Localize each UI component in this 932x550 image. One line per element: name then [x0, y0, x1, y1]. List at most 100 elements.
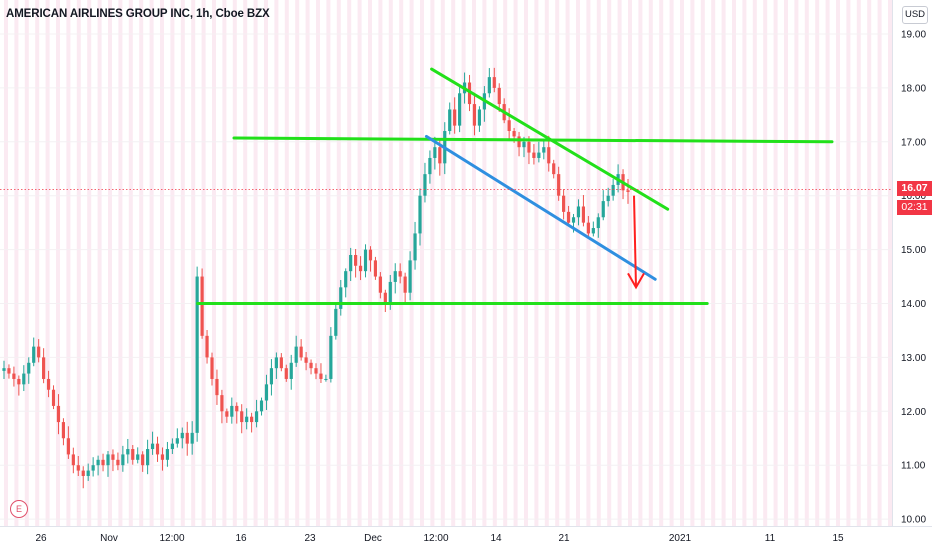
candle-body	[378, 276, 382, 293]
x-tick-label: 21	[558, 533, 570, 544]
candle-body	[487, 77, 491, 94]
y-axis-labels: 19.00 18.00 17.00 16.00 15.00 14.00 13.00 12.00…	[901, 30, 926, 526]
candle-body	[259, 400, 264, 412]
x-tick-label: 14	[490, 533, 502, 544]
chart-grid	[0, 0, 892, 526]
candle-body	[571, 217, 576, 223]
candle-body	[601, 201, 605, 218]
candle-body	[116, 459, 120, 466]
bar-countdown-tag: 02:31	[897, 200, 932, 215]
candle-body	[547, 147, 551, 164]
candle-body	[269, 368, 274, 385]
candle-body	[101, 459, 105, 466]
candle-body	[264, 384, 269, 401]
candle-body	[200, 276, 204, 336]
candle-body	[423, 174, 427, 196]
candle-body	[383, 292, 387, 304]
candle-body	[626, 190, 630, 192]
candle-body	[472, 104, 477, 126]
candle-body	[146, 449, 150, 466]
candle-body	[368, 249, 373, 261]
earnings-marker[interactable]: E	[10, 500, 28, 518]
candle-body	[458, 93, 462, 126]
candle-body	[557, 174, 561, 196]
x-tick-label: 16	[235, 533, 247, 544]
candle-body	[220, 395, 224, 412]
candle-body	[42, 357, 46, 379]
candle-body	[136, 454, 140, 460]
candle-body	[611, 184, 615, 196]
candle-body	[527, 141, 531, 153]
candle-body	[522, 141, 526, 148]
y-tick-label: 15.00	[901, 245, 926, 256]
candle-body	[81, 470, 85, 476]
candle-body	[358, 265, 363, 272]
x-tick-label: Nov	[100, 533, 118, 544]
candle-body	[448, 109, 452, 132]
candle-body	[250, 416, 254, 423]
last-price-tag: 16.07	[897, 181, 932, 196]
candle-body	[195, 276, 199, 433]
candle-body	[180, 432, 184, 439]
x-tick-label: 12:00	[423, 533, 448, 544]
candle-body	[324, 378, 328, 380]
candle-body	[294, 346, 298, 363]
candle-body	[225, 411, 229, 417]
candle-body	[12, 373, 16, 379]
candle-body	[76, 465, 80, 471]
candle-body	[46, 378, 51, 390]
candle-body	[349, 254, 353, 272]
resistance-line	[232, 136, 834, 144]
candle-body	[309, 362, 313, 369]
x-tick-label: Dec	[364, 533, 382, 544]
candle-body	[566, 211, 571, 223]
candle-body	[71, 454, 75, 466]
candle-body	[111, 454, 115, 460]
candle-body	[185, 432, 189, 444]
candle-body	[96, 459, 100, 466]
candle-body	[576, 206, 581, 218]
candle-body	[131, 449, 135, 460]
x-tick-label: 2021	[669, 533, 692, 544]
candle-body	[433, 147, 437, 158]
candle-body	[254, 411, 259, 423]
candle-body	[606, 195, 610, 202]
candle-body	[7, 368, 11, 374]
candle-body	[121, 454, 125, 466]
y-tick-label: 16.00	[901, 191, 926, 202]
x-tick-label: 11	[765, 533, 776, 544]
candle-body	[51, 389, 56, 406]
channel-lower-line	[424, 134, 657, 281]
candle-body	[279, 357, 283, 369]
candle-body	[373, 260, 378, 277]
candle-body	[492, 77, 496, 88]
candle-body	[477, 109, 482, 126]
candle-body	[319, 373, 323, 379]
candle-body	[398, 271, 402, 277]
down-arrow-shaft	[633, 195, 637, 288]
candle-body	[245, 416, 249, 423]
candle-body	[126, 449, 130, 455]
y-tick-label: 17.00	[901, 137, 926, 148]
candle-body	[453, 109, 457, 126]
candle-body	[552, 163, 556, 175]
y-tick-label: 12.00	[901, 407, 926, 418]
candle-body	[274, 357, 278, 369]
candle-body	[591, 228, 595, 234]
candle-body	[304, 357, 308, 363]
candle-body	[334, 308, 338, 336]
y-tick-label: 11.00	[901, 461, 926, 472]
candle-body	[56, 405, 61, 423]
x-tick-label: 26	[35, 533, 47, 544]
candle-body	[106, 454, 110, 466]
candle-body	[86, 470, 90, 476]
candle-body	[289, 362, 293, 379]
candle-body	[562, 195, 566, 212]
candle-body	[393, 271, 397, 282]
currency-badge[interactable]: USD	[902, 6, 928, 24]
candle-body	[32, 346, 36, 363]
candle-body	[284, 368, 288, 379]
candle-body	[190, 432, 194, 444]
candle-body	[388, 281, 392, 304]
